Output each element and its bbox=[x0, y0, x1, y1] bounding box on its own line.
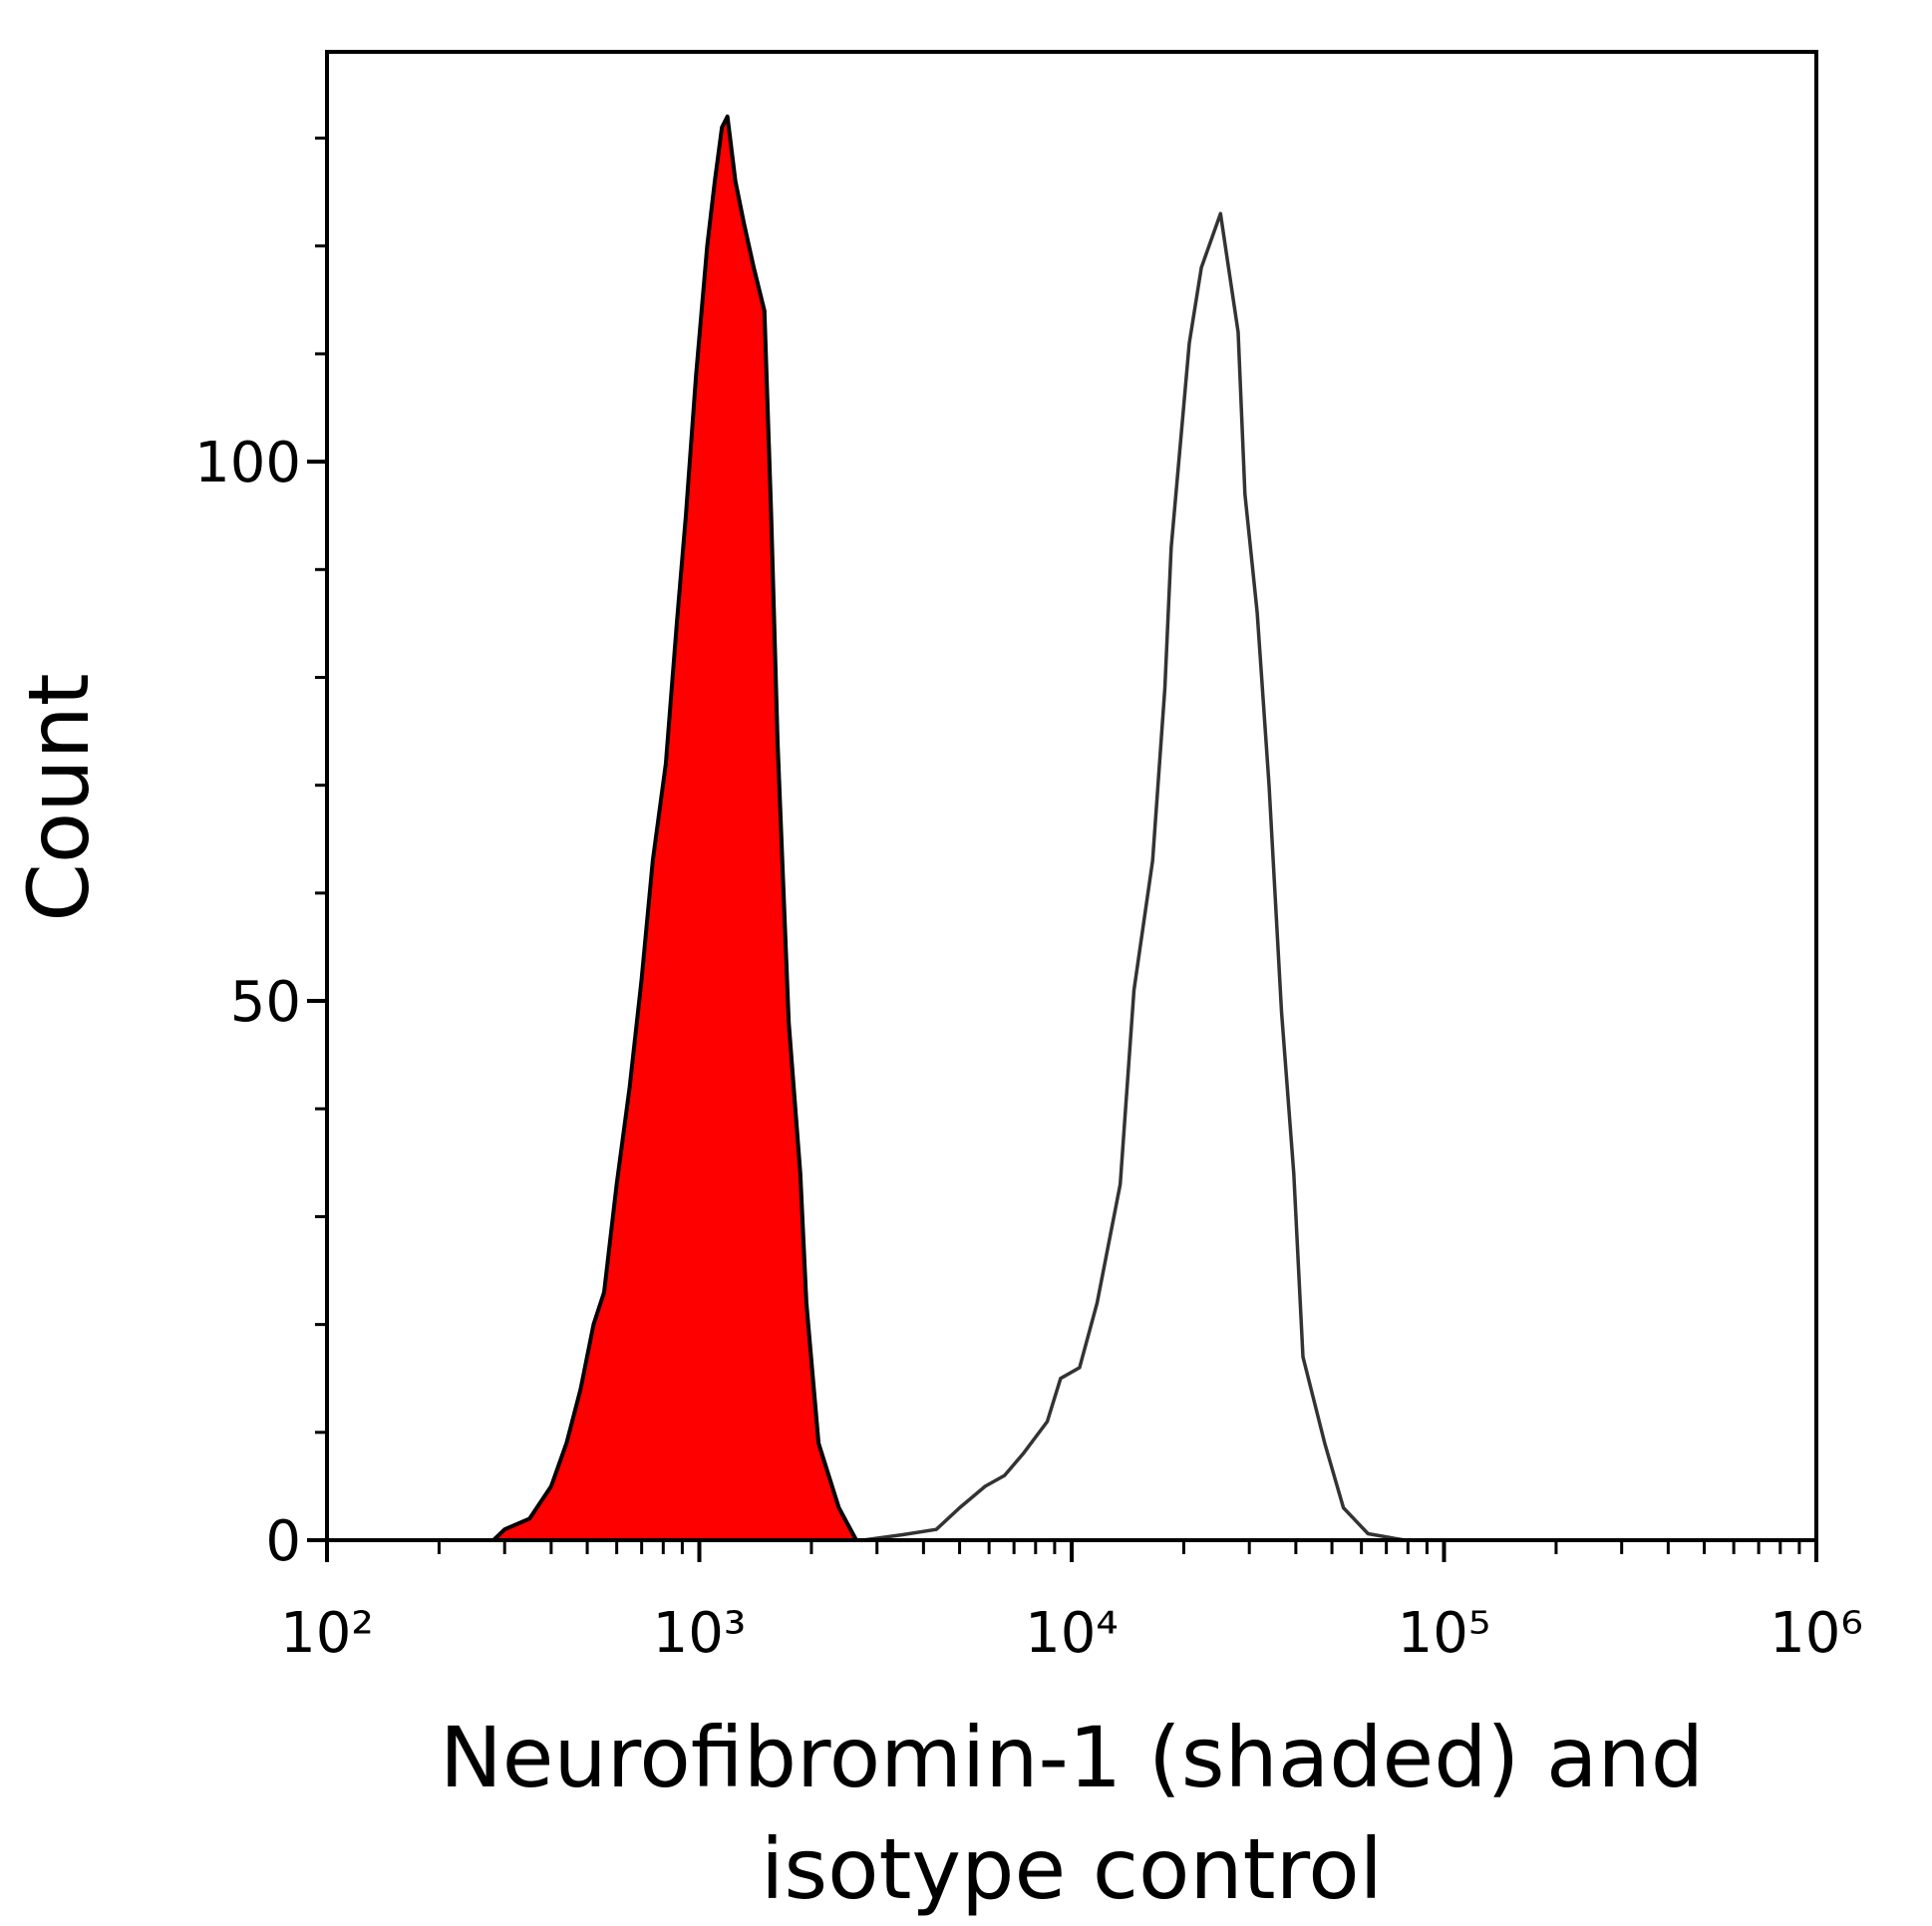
y-tick-label: 100 bbox=[194, 431, 301, 495]
x-tick-label: 10³ bbox=[653, 1601, 747, 1666]
histogram-line bbox=[327, 211, 1816, 1542]
x-tick-label: 10² bbox=[280, 1601, 374, 1666]
plot-frame bbox=[325, 50, 1818, 1542]
y-tick-label: 0 bbox=[265, 1509, 301, 1574]
x-axis-title: isotype control bbox=[761, 1820, 1383, 1918]
x-axis-title: Neurofibromin-1 (shaded) and bbox=[440, 1709, 1704, 1806]
x-tick-label: 10⁴ bbox=[1025, 1601, 1119, 1666]
histogram-area bbox=[325, 114, 858, 1542]
y-axis-title: Count bbox=[10, 673, 108, 921]
x-tick-label: 10⁶ bbox=[1770, 1601, 1863, 1666]
y-tick-label: 50 bbox=[230, 970, 301, 1035]
x-tick-label: 10⁵ bbox=[1398, 1601, 1491, 1666]
